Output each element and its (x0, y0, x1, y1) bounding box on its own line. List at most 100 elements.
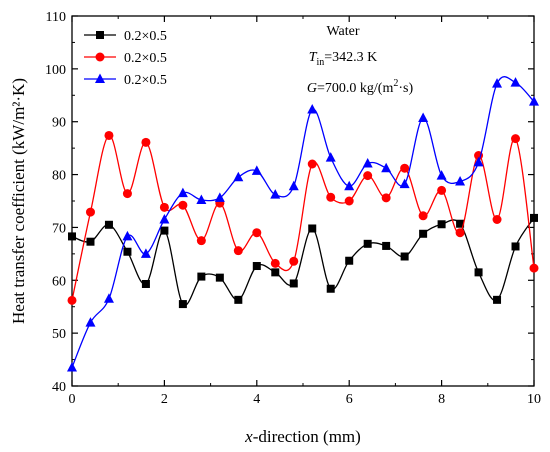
data-point-triangle (122, 230, 133, 241)
data-point-square (419, 229, 428, 238)
data-point-triangle (233, 171, 244, 182)
data-point-triangle (381, 162, 392, 173)
legend-marker-circle (95, 52, 105, 62)
data-point-circle (252, 228, 262, 238)
x-tick-label: 10 (527, 392, 541, 407)
data-point-triangle (288, 180, 299, 191)
data-point-square (252, 262, 261, 271)
y-tick-labels: 40 50 60 70 80 90 100 110 (45, 10, 66, 395)
series-group (67, 76, 539, 372)
data-point-circle (196, 236, 206, 246)
legend-item: 0.2×0.5 (84, 51, 167, 66)
data-point-square (326, 284, 335, 293)
data-point-circle (307, 159, 317, 169)
series-line-circle (71, 134, 535, 301)
data-point-square (474, 268, 483, 277)
data-point-square (400, 252, 409, 261)
legend-label: 0.2×0.5 (124, 51, 167, 66)
data-point-square (104, 220, 113, 229)
data-point-circle (344, 196, 354, 206)
data-point-triangle (362, 157, 373, 168)
x-tick-label: 6 (346, 392, 353, 407)
y-tick-label: 60 (52, 274, 66, 289)
data-point-circle (437, 185, 447, 195)
data-point-circle (381, 193, 391, 203)
x-tick-label: 2 (161, 392, 168, 407)
x-tick-label: 4 (253, 392, 260, 407)
data-point-square (530, 213, 538, 222)
y-tick-label: 80 (52, 169, 66, 184)
data-point-square (215, 273, 224, 282)
data-point-triangle (473, 156, 484, 167)
data-point-circle (178, 200, 188, 210)
data-point-square (234, 295, 243, 304)
legend-label: 0.2×0.5 (124, 73, 167, 88)
data-point-circle (141, 137, 151, 147)
data-point-triangle (270, 189, 281, 199)
data-point-square (271, 268, 280, 277)
data-point-triangle (103, 293, 114, 303)
data-point-circle (511, 134, 521, 144)
data-point-circle (67, 295, 77, 305)
data-point-circle (85, 207, 95, 217)
legend-item: 0.2×0.5 (84, 73, 167, 88)
data-point-square (289, 279, 298, 288)
data-point-triangle (344, 180, 355, 191)
y-tick-label: 90 (52, 116, 66, 131)
series-line-square (71, 217, 535, 306)
y-axis-title: Heat transfer coefficient (kW/m²·K) (9, 78, 28, 324)
data-point-square (456, 219, 465, 228)
data-point-circle (418, 211, 428, 221)
data-point-circle (122, 189, 132, 199)
data-point-triangle (436, 170, 447, 180)
data-point-triangle (177, 187, 188, 198)
data-point-square (308, 224, 317, 233)
y-tick-label: 40 (52, 380, 66, 395)
data-point-triangle (529, 96, 539, 106)
data-point-triangle (214, 192, 225, 202)
data-point-triangle (85, 317, 96, 327)
data-point-square (141, 279, 150, 288)
data-point-triangle (307, 104, 318, 114)
data-point-circle (270, 258, 280, 268)
data-point-square (123, 247, 132, 256)
series-circle (67, 130, 539, 305)
data-point-triangle (492, 78, 503, 88)
y-tick-label: 50 (52, 327, 66, 342)
annotation-mass-flux: G=700.0 kg/(m2·s) (307, 78, 414, 96)
x-tick-label: 0 (69, 392, 76, 407)
data-point-square (511, 242, 520, 251)
data-point-triangle (510, 77, 521, 87)
y-tick-label: 100 (45, 63, 66, 78)
data-point-circle (455, 228, 465, 238)
data-point-square (86, 237, 95, 246)
data-point-triangle (455, 175, 466, 186)
x-tick-label: 8 (438, 392, 445, 407)
data-point-square (437, 220, 446, 229)
legend: 0.2×0.5 0.2×0.5 0.2×0.5 (84, 29, 167, 88)
data-point-triangle (140, 248, 151, 258)
legend-item: 0.2×0.5 (84, 29, 167, 44)
data-point-triangle (159, 214, 170, 224)
data-point-circle (159, 202, 169, 212)
data-point-square (197, 272, 206, 281)
data-point-circle (104, 130, 114, 140)
legend-marker-triangle (95, 73, 105, 83)
x-axis-title: x-direction (mm) (244, 427, 361, 446)
series-triangle (67, 76, 539, 372)
data-point-triangle (251, 165, 262, 175)
data-point-circle (289, 256, 299, 266)
data-point-circle (492, 215, 502, 224)
data-point-triangle (325, 152, 336, 162)
data-point-circle (529, 263, 539, 273)
annotation-block: Water Tin=342.3 K G=700.0 kg/(m2·s) (307, 24, 414, 96)
series-line-triangle (71, 76, 535, 368)
annotation-fluid: Water (326, 24, 359, 39)
data-point-circle (363, 171, 373, 181)
data-point-square (363, 239, 372, 248)
data-point-square (382, 241, 391, 250)
annotation-inlet-temperature: Tin=342.3 K (309, 50, 378, 68)
data-point-square (493, 295, 502, 304)
axis-ticks (71, 15, 535, 387)
